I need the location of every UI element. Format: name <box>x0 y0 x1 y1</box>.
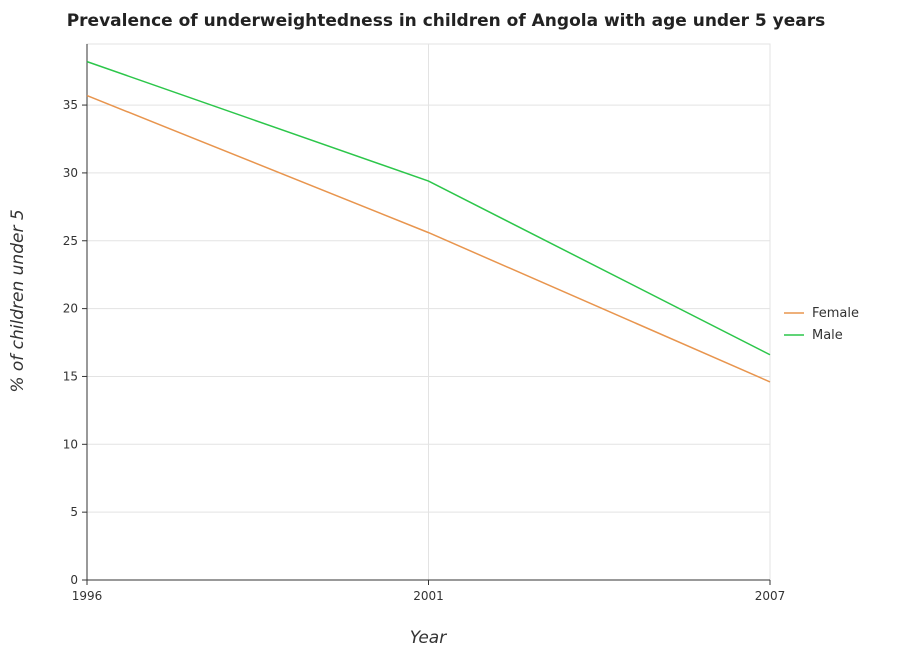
y-tick-label: 30 <box>63 166 78 180</box>
tick-labels: 0 5 10 15 20 25 30 35 1996 2001 2007 <box>63 98 786 603</box>
y-tick-label: 15 <box>63 369 78 383</box>
y-tick-label: 25 <box>63 234 78 248</box>
x-tick-label: 2007 <box>755 589 786 603</box>
y-tick-label: 0 <box>70 573 78 587</box>
x-tick-label: 2001 <box>413 589 444 603</box>
series-lines <box>86 60 771 383</box>
grid <box>86 43 771 581</box>
legend-label-male: Male <box>812 328 843 343</box>
legend: Female Male <box>784 306 859 343</box>
y-tick-label: 5 <box>70 505 78 519</box>
x-tick-label: 1996 <box>72 589 103 603</box>
series-line-male <box>86 60 771 356</box>
y-axis-label: % of children under 5 <box>8 209 28 392</box>
chart-title: Prevalence of underweightedness in child… <box>67 11 826 31</box>
y-tick-label: 10 <box>63 437 78 451</box>
y-tick-label: 35 <box>63 98 78 112</box>
x-axis-label: Year <box>410 628 447 648</box>
y-tick-label: 20 <box>63 302 78 316</box>
axes <box>82 44 771 585</box>
series-line-female <box>86 94 771 383</box>
legend-label-female: Female <box>812 306 859 321</box>
